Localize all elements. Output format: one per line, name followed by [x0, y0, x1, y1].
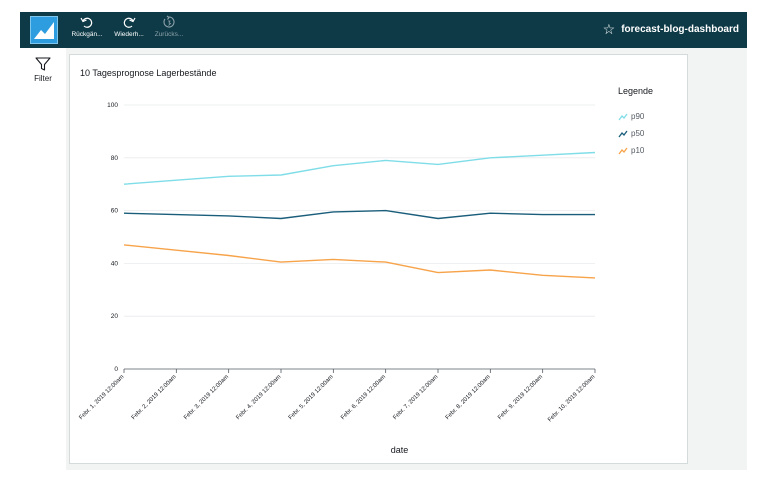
redo-icon: [123, 17, 136, 28]
legend: Legende p90 p50 p10: [618, 86, 688, 159]
reset-label: Zurücks...: [154, 31, 184, 38]
legend-item-p10[interactable]: p10: [618, 142, 688, 159]
legend-label: p10: [631, 146, 645, 155]
y-tick-label: 40: [111, 260, 119, 267]
redo-label: Wiederh...: [114, 31, 144, 38]
y-tick-label: 100: [107, 102, 118, 109]
y-tick-label: 80: [111, 155, 119, 162]
series-line-p10: [123, 244, 596, 279]
series-line-p90: [123, 151, 596, 185]
app-frame: Rückgän... Wiederh... Zurücks... ☆ forec…: [20, 12, 747, 470]
left-sidebar: Filter: [20, 48, 66, 470]
legend-swatch: [618, 147, 628, 154]
filter-button[interactable]: Filter: [26, 56, 60, 83]
dashboard-title-area: ☆ forecast-blog-dashboard: [603, 22, 739, 36]
dashboard-title: forecast-blog-dashboard: [621, 23, 739, 35]
visual-title: 10 Tagesprognose Lagerbestände: [80, 68, 217, 78]
undo-icon: [80, 17, 93, 28]
y-tick-label: 60: [111, 208, 119, 215]
x-tick-label: Febr. 6, 2019 12:00am: [340, 374, 387, 421]
series-line-p50: [123, 209, 595, 220]
x-axis-title: date: [390, 445, 409, 455]
quicksight-logo[interactable]: [30, 16, 58, 44]
line-chart-visual[interactable]: 10 Tagesprognose Lagerbestände 0 20 40 60 80…: [69, 54, 688, 464]
star-icon[interactable]: ☆: [602, 21, 616, 37]
filter-icon: [35, 57, 51, 71]
legend-label: p50: [631, 129, 645, 138]
x-tick-label: Febr. 5, 2019 12:00am: [288, 374, 335, 421]
x-tick-label: Febr. 10, 2019 12:00am: [547, 374, 596, 423]
x-tick-label: Febr. 1, 2019 12:00am: [78, 374, 125, 421]
filter-label: Filter: [34, 74, 52, 83]
legend-swatch: [618, 113, 628, 120]
legend-title: Legende: [618, 86, 654, 96]
legend-swatch: [618, 130, 628, 137]
redo-button[interactable]: Wiederh...: [109, 15, 149, 45]
reset-icon: [163, 15, 175, 28]
x-tick-label: Febr. 9, 2019 12:00am: [497, 374, 544, 421]
undo-label: Rückgän...: [71, 31, 103, 38]
sheet-canvas: 10 Tagesprognose Lagerbestände 0 20 40 60 80…: [66, 48, 747, 470]
y-tick-label: 0: [114, 366, 118, 373]
x-tick-label: Febr. 8, 2019 12:00am: [445, 374, 492, 421]
legend-label: p90: [631, 112, 645, 121]
top-toolbar: Rückgän... Wiederh... Zurücks... ☆ forec…: [20, 12, 747, 48]
legend-item-p90[interactable]: p90: [618, 108, 688, 125]
legend-item-p50[interactable]: p50: [618, 125, 688, 142]
x-tick-label: Febr. 3, 2019 12:00am: [183, 374, 230, 421]
line-chart: 0 20 40 60 80 100 Febr. 1, 2019 12:00am Febr. 2…: [78, 102, 596, 423]
x-tick-label: Febr. 2, 2019 12:00am: [131, 374, 178, 421]
x-tick-label: Febr. 7, 2019 12:00am: [392, 374, 439, 421]
y-tick-label: 20: [111, 313, 119, 320]
x-tick-label: Febr. 4, 2019 12:00am: [235, 374, 282, 421]
reset-button[interactable]: Zurücks...: [149, 15, 189, 45]
undo-button[interactable]: Rückgän...: [67, 15, 107, 45]
